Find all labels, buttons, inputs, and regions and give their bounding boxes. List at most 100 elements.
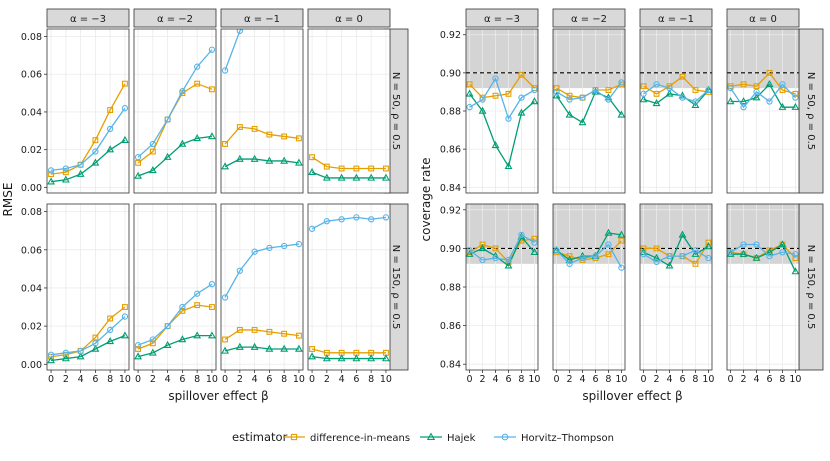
facet-background: [134, 204, 216, 370]
data-point-horvitz-thompson: [766, 252, 773, 260]
series-difference-in-means: [309, 154, 389, 172]
data-point-horvitz-thompson: [605, 96, 612, 103]
data-point-horvitz-thompson: [553, 247, 560, 254]
facet-rmse-r1-c3: 0 2 4 6 8 10: [307, 203, 392, 385]
facet-coverage-r0-c0: [465, 28, 539, 194]
series-line-horvitz-thompson: [137, 49, 213, 158]
data-point-hajek: [530, 97, 538, 105]
data-point-hajek: [265, 156, 274, 164]
data-point-difference-in-means: [792, 90, 799, 97]
data-point-hajek: [352, 354, 361, 362]
series-horvitz-thompson: [221, 240, 303, 301]
data-point-difference-in-means: [492, 245, 499, 252]
tolerance-band: [466, 29, 538, 89]
data-point-hajek: [678, 230, 687, 238]
x-tick-label: 2: [63, 374, 69, 385]
panel-coverage: coverage rate spillover effect β α = −3 α =…: [419, 8, 824, 403]
data-point-horvitz-thompson: [368, 216, 375, 223]
data-point-horvitz-thompson: [740, 104, 747, 111]
y-tick-label: 0.08: [21, 207, 42, 218]
data-point-hajek: [727, 97, 735, 105]
data-point-horvitz-thompson: [179, 88, 186, 95]
x-tick-label: 4: [339, 374, 345, 385]
data-point-horvitz-thompson: [779, 249, 786, 256]
data-point-hajek: [739, 249, 748, 257]
x-tick-label: 10: [702, 374, 714, 385]
x-tick-label: 2: [480, 374, 486, 385]
column-strip-label: α = −3: [70, 14, 106, 25]
data-point-horvitz-thompson: [640, 90, 647, 97]
data-point-difference-in-means: [149, 340, 156, 347]
facet-rmse-r1-c2: 0 2 4 6 8 10: [220, 203, 305, 385]
data-point-difference-in-means: [208, 86, 215, 93]
row-strip-coverage-1: [798, 203, 824, 371]
x-tick-label: 10: [380, 374, 392, 385]
x-tick-label: 2: [567, 374, 573, 385]
x-tick-label: 8: [107, 374, 113, 385]
row-strip-label: N = 150, ρ = 0.5: [805, 245, 816, 330]
data-point-horvitz-thompson: [295, 240, 303, 248]
data-point-hajek: [478, 106, 487, 114]
series-horvitz-thompson: [221, 29, 243, 74]
row-strip-coverage-0: [798, 28, 824, 194]
data-point-hajek: [665, 261, 674, 269]
data-point-difference-in-means: [740, 81, 747, 88]
legend-key-marker: [426, 432, 436, 440]
data-point-horvitz-thompson: [792, 94, 799, 101]
column-strip-label: α = −1: [244, 14, 280, 25]
data-point-hajek: [221, 162, 229, 170]
y-tick-label: 0.06: [21, 245, 42, 256]
legend-key-marker: [290, 433, 298, 441]
x-tick-label: 10: [119, 374, 131, 385]
y-tick-label: 0.86: [440, 321, 461, 332]
data-point-hajek: [778, 102, 787, 110]
data-point-hajek: [235, 154, 244, 162]
series-line-horvitz-thompson: [224, 29, 242, 71]
data-point-hajek: [652, 253, 661, 261]
data-point-horvitz-thompson: [236, 29, 243, 35]
legend-item-hajek: Hajek: [420, 432, 476, 444]
data-point-difference-in-means: [121, 80, 128, 87]
data-point-difference-in-means: [368, 165, 375, 172]
column-strip-label: α = −2: [571, 14, 607, 25]
x-tick-label: 8: [779, 374, 785, 385]
x-tick-label: 4: [666, 374, 672, 385]
data-point-hajek: [308, 167, 316, 176]
y-tick-label: 0.06: [21, 70, 42, 81]
series-horvitz-thompson: [47, 105, 129, 174]
data-point-horvitz-thompson: [479, 256, 486, 264]
x-tick-label: 4: [78, 374, 84, 385]
data-point-hajek: [106, 337, 115, 345]
data-point-hajek: [466, 89, 474, 97]
data-point-difference-in-means: [553, 85, 560, 92]
series-horvitz-thompson: [134, 280, 216, 349]
data-point-horvitz-thompson: [692, 98, 699, 105]
panel-rmse: RMSE spillover effect β α = −3 α = −2 α = −1…: [1, 8, 409, 403]
data-point-hajek: [148, 348, 157, 356]
x-tick-label: 2: [324, 374, 330, 385]
tolerance-band: [727, 29, 799, 89]
data-point-hajek: [208, 132, 216, 140]
x-tick-label: 10: [528, 374, 540, 385]
data-point-hajek: [148, 166, 157, 174]
x-tick-label: 8: [518, 374, 524, 385]
data-point-horvitz-thompson: [208, 46, 216, 53]
data-point-hajek: [121, 331, 129, 339]
series-horvitz-thompson: [727, 81, 799, 111]
data-point-hajek: [765, 247, 774, 256]
data-point-hajek: [504, 261, 513, 269]
facet-coverage-r1-c1: 0 2 4 6 8 10: [552, 203, 627, 385]
data-point-horvitz-thompson: [727, 84, 734, 92]
data-point-difference-in-means: [194, 80, 201, 87]
data-point-difference-in-means: [566, 92, 573, 99]
data-point-difference-in-means: [753, 83, 760, 90]
data-point-horvitz-thompson: [208, 280, 216, 288]
facet-background: [134, 29, 216, 193]
data-point-difference-in-means: [792, 255, 799, 261]
data-point-hajek: [295, 344, 303, 352]
data-point-hajek: [193, 331, 202, 339]
data-point-difference-in-means: [382, 165, 389, 172]
data-point-hajek: [478, 244, 487, 252]
data-point-difference-in-means: [640, 245, 647, 252]
facet-rmse-r0-c1: [133, 28, 217, 194]
